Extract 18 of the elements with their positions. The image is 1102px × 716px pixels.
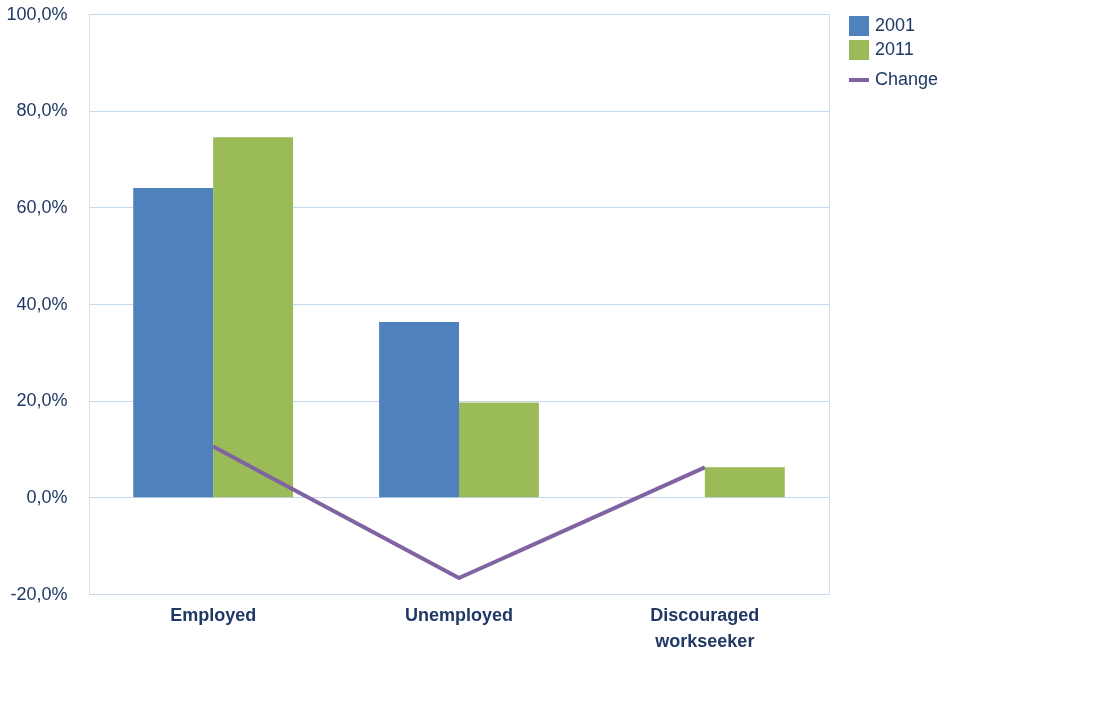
y-tick-label: 60,0% [16,196,68,217]
y-tick-label: 40,0% [16,293,68,314]
bar [213,137,294,498]
x-tick-label: Employed [170,604,257,625]
x-tick-label: Discouraged workseeker [650,604,760,651]
y-tick-label: 0,0% [26,486,68,507]
y-tick-label: -20,0% [10,583,68,604]
bar [133,188,214,498]
bar [704,467,785,498]
y-tick-label: 80,0% [16,100,68,121]
bar [379,321,459,498]
y-tick-label: 20,0% [16,390,68,411]
legend-label: 2011 [875,39,914,59]
legend-label: Change [875,69,939,89]
x-tick-label: Unemployed [404,604,514,625]
bar [459,402,539,498]
y-tick-label: 100,0% [6,3,68,24]
legend-label: 2001 [875,15,916,35]
